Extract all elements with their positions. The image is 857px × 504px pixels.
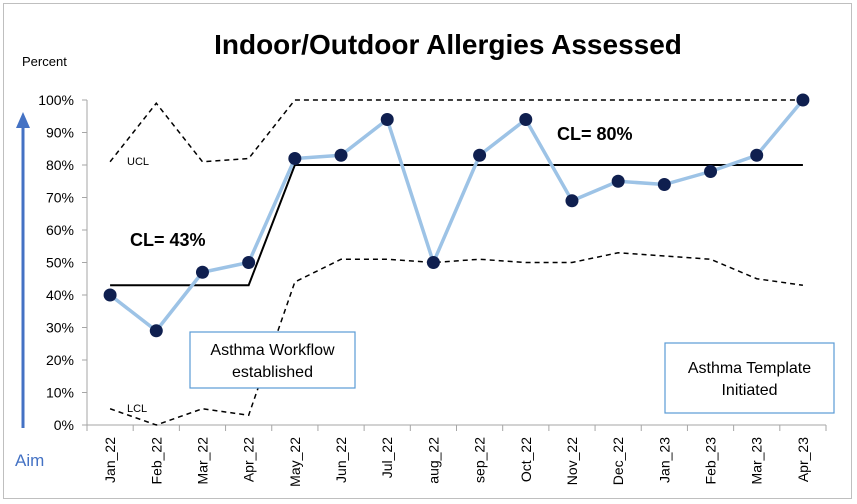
y-tick-label: 60%	[46, 222, 74, 238]
y-tick-label: 100%	[38, 92, 74, 108]
x-tick-label: Jan_23	[656, 437, 672, 483]
y-tick-label: 20%	[46, 352, 74, 368]
x-tick-label: Jul_22	[379, 437, 395, 478]
annotation-box	[189, 331, 356, 389]
y-tick-label: 10%	[46, 385, 74, 401]
annotation-box	[664, 342, 835, 414]
data-point	[334, 148, 348, 162]
series-line	[109, 98, 805, 334]
center-lines: CL= 43% CL= 80%	[110, 124, 803, 287]
data-point	[750, 148, 764, 162]
annotation-text: Initiated	[721, 382, 777, 399]
data-point	[103, 288, 117, 302]
x-tick-label: Nov_22	[564, 437, 580, 485]
lcl-label: LCL	[127, 403, 147, 415]
data-point	[565, 194, 579, 208]
data-point	[242, 256, 256, 269]
data-point	[796, 93, 810, 107]
chart-frame	[3, 3, 852, 499]
center-line	[110, 164, 803, 287]
y-tick-labels: 0% 10% 20% 30% 40% 50% 60% 70% 80% 90% 100%	[38, 92, 74, 433]
aim-arrow-icon	[16, 112, 30, 428]
x-tick-label: Oct_22	[518, 437, 534, 482]
axes	[82, 99, 827, 431]
y-tick-label: 50%	[46, 255, 74, 271]
lcl-line	[109, 251, 804, 426]
y-tick-label: 0%	[54, 417, 74, 433]
data-point	[426, 256, 440, 269]
y-tick-label: 90%	[46, 125, 74, 141]
series-group	[103, 93, 810, 338]
x-tick-label: Mar_23	[749, 437, 765, 485]
chart-title: Indoor/Outdoor Allergies Assessed	[214, 29, 682, 60]
data-point	[657, 178, 671, 191]
data-point	[149, 324, 163, 338]
data-point	[704, 165, 718, 178]
y-axis-label: Percent	[22, 54, 67, 69]
x-tick-label: Mar_22	[194, 437, 210, 485]
annotation-text: Asthma Template	[688, 360, 811, 377]
y-tick-label: 30%	[46, 320, 74, 336]
x-tick-label: Dec_22	[610, 437, 626, 485]
x-tick-label: May_22	[287, 437, 303, 487]
center-line-label: CL= 80%	[557, 124, 633, 144]
data-point	[380, 113, 394, 126]
annotation-text: Asthma Workflow	[210, 342, 335, 359]
data-point	[519, 113, 533, 126]
y-tick-label: 80%	[46, 157, 74, 173]
x-tick-label: sep_22	[472, 437, 488, 483]
x-tick-labels: Jan_22 Feb_22 Mar_22 Apr_22 May_22 Jun_22 Jul_…	[102, 437, 811, 487]
ucl-label: UCL	[127, 156, 149, 168]
x-tick-label: Feb_23	[703, 437, 719, 485]
center-line-label: CL= 43%	[130, 230, 206, 250]
x-tick-label: Feb_22	[148, 437, 164, 485]
y-tick-label: 70%	[46, 190, 74, 206]
ucl-line	[109, 99, 803, 163]
annotation-text: established	[232, 364, 313, 381]
x-tick-label: Jun_22	[333, 437, 349, 483]
annotations: Asthma Workflow established Asthma Templat…	[189, 331, 835, 414]
x-tick-label: Apr_22	[241, 437, 257, 482]
x-tick-label: Jan_22	[102, 437, 118, 483]
data-point	[195, 265, 209, 279]
y-tick-label: 40%	[46, 287, 74, 303]
control-limits	[109, 99, 804, 426]
data-point	[288, 152, 302, 165]
data-point	[611, 174, 625, 188]
aim-label: Aim	[15, 451, 44, 470]
data-point	[473, 148, 487, 162]
x-tick-label: aug_22	[425, 437, 441, 484]
x-tick-label: Apr_23	[795, 437, 811, 482]
